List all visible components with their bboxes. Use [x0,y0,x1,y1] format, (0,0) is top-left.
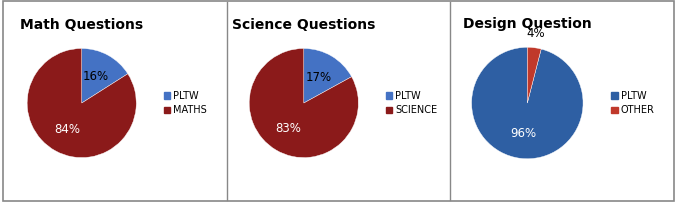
Wedge shape [472,47,583,159]
Wedge shape [27,48,136,158]
Title: Science Questions: Science Questions [232,18,376,32]
Title: Design Question: Design Question [463,17,592,31]
Wedge shape [304,48,351,103]
Text: 16%: 16% [83,70,109,83]
Wedge shape [82,48,128,103]
Legend: PLTW, MATHS: PLTW, MATHS [162,89,209,117]
Text: 96%: 96% [510,127,537,140]
Wedge shape [527,47,541,103]
Wedge shape [249,48,358,158]
Title: Math Questions: Math Questions [20,18,144,32]
Text: 83%: 83% [276,122,301,135]
Text: 17%: 17% [306,71,332,84]
Text: 84%: 84% [54,123,81,136]
Legend: PLTW, OTHER: PLTW, OTHER [609,89,656,117]
Legend: PLTW, SCIENCE: PLTW, SCIENCE [384,89,439,117]
Text: 4%: 4% [527,27,546,40]
